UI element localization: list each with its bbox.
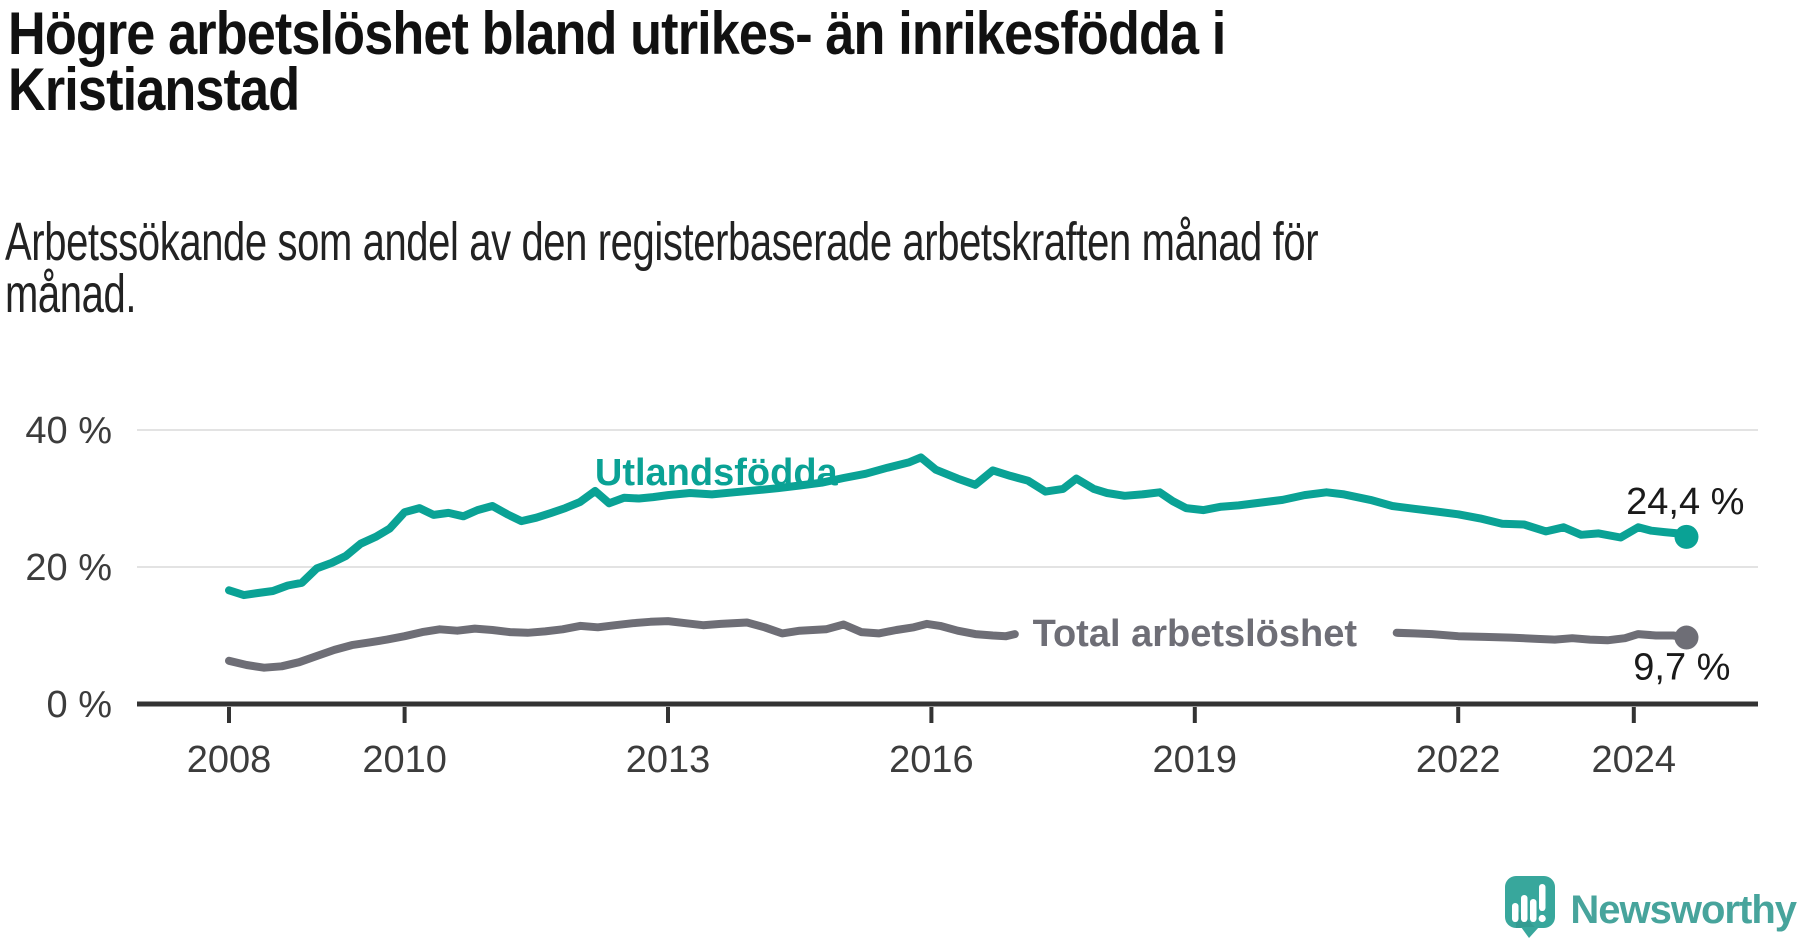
series-line	[225, 617, 1019, 672]
x-tick-label: 2013	[626, 739, 711, 781]
newsworthy-brand-text: Newsworthy	[1570, 887, 1797, 932]
series-line	[1392, 628, 1691, 645]
y-tick-label: 20 %	[25, 547, 112, 589]
y-tick-label: 40 %	[25, 410, 112, 452]
x-tick-label: 2019	[1153, 739, 1238, 781]
newsworthy-brand: Newsworthy	[1504, 875, 1797, 944]
y-tick-label: 0 %	[47, 684, 112, 726]
x-tick-label: 2022	[1416, 739, 1501, 781]
series-end-dot	[1674, 524, 1699, 549]
end-value-label: 24,4 %	[1626, 481, 1744, 523]
x-tick-label: 2008	[187, 739, 272, 781]
chart-subtitle-line-1: Arbetssökande som andel av den registerb…	[5, 212, 1319, 272]
chart-title-line-2: Kristianstad	[8, 56, 300, 123]
chart-subtitle: Arbetssökande som andel av den registerb…	[5, 212, 1455, 324]
x-tick-label: 2016	[889, 739, 974, 781]
chart-subtitle-line-2: månad.	[5, 264, 137, 324]
end-value-label: 9,7 %	[1633, 647, 1730, 689]
newsworthy-logo-icon	[1504, 875, 1558, 944]
chart-title: Högre arbetslöshet bland utrikes- än inr…	[8, 0, 1504, 123]
series-line	[225, 453, 1691, 600]
series-label: Total arbetslöshet	[1033, 613, 1358, 655]
series-end-dot	[1674, 625, 1699, 650]
series-label: Utlandsfödda	[595, 452, 839, 494]
x-tick-label: 2010	[362, 739, 447, 781]
chart-title-line-1: Högre arbetslöshet bland utrikes- än inr…	[8, 0, 1226, 67]
x-tick-label: 2024	[1592, 739, 1677, 781]
